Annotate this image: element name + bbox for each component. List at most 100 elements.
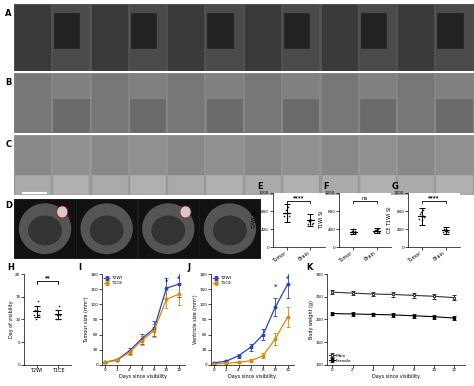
Bar	[436, 5, 472, 71]
Y-axis label: Day of visibility: Day of visibility	[9, 301, 14, 338]
Bar	[359, 5, 395, 71]
Ellipse shape	[180, 206, 191, 218]
Ellipse shape	[90, 215, 124, 245]
Bar	[245, 74, 280, 132]
Bar	[129, 5, 165, 71]
Bar	[53, 136, 88, 174]
Text: ns: ns	[362, 196, 368, 201]
Legend: T2WI, T1CE: T2WI, T1CE	[213, 276, 231, 285]
Y-axis label: CE T1WI SI: CE T1WI SI	[387, 207, 392, 233]
Bar	[322, 74, 357, 132]
Text: J: J	[188, 263, 191, 273]
Text: F: F	[323, 182, 329, 191]
Text: ****: ****	[293, 196, 304, 201]
Bar	[53, 74, 88, 132]
Bar	[283, 74, 318, 132]
X-axis label: Days since visibility: Days since visibility	[119, 374, 167, 379]
Bar	[206, 174, 242, 194]
Y-axis label: Ventricle size (mm³): Ventricle size (mm³)	[193, 295, 198, 344]
Text: **: **	[45, 275, 50, 280]
Bar	[283, 99, 319, 132]
Text: G: G	[392, 182, 399, 191]
Ellipse shape	[151, 215, 185, 245]
Bar	[168, 136, 203, 174]
Text: ****: ****	[428, 196, 439, 201]
Ellipse shape	[142, 203, 194, 254]
Bar	[92, 174, 127, 194]
Bar	[206, 74, 242, 132]
X-axis label: Days since visibility: Days since visibility	[228, 374, 276, 379]
X-axis label: Days since visibility: Days since visibility	[372, 374, 420, 379]
Bar	[437, 13, 463, 48]
Bar	[436, 174, 472, 194]
Legend: T2WI, T1CE: T2WI, T1CE	[104, 276, 122, 285]
Bar	[54, 13, 79, 48]
Bar	[53, 174, 88, 194]
Bar	[359, 136, 395, 174]
Legend: Male, Female: Male, Female	[329, 354, 352, 362]
Text: *: *	[165, 279, 168, 285]
Bar	[283, 174, 318, 194]
Bar	[437, 99, 472, 132]
Bar	[359, 174, 395, 194]
Bar	[398, 174, 433, 194]
Bar	[129, 174, 165, 194]
Y-axis label: T2WI SI: T2WI SI	[252, 211, 257, 229]
Bar	[168, 74, 203, 132]
Text: *: *	[274, 284, 277, 290]
Y-axis label: Tumour size (mm³): Tumour size (mm³)	[84, 296, 89, 343]
Text: C: C	[6, 140, 12, 149]
Bar	[207, 13, 233, 48]
Text: E: E	[257, 182, 263, 191]
Text: H: H	[7, 263, 14, 273]
Bar	[322, 174, 357, 194]
Bar	[359, 74, 395, 132]
Ellipse shape	[204, 203, 256, 254]
Bar	[206, 5, 242, 71]
Ellipse shape	[19, 203, 71, 254]
Bar	[168, 174, 203, 194]
Text: K: K	[306, 263, 313, 273]
Bar	[139, 200, 198, 257]
Bar	[207, 99, 242, 132]
Bar	[130, 99, 165, 132]
Bar	[15, 5, 50, 71]
Bar	[436, 74, 472, 132]
Text: D: D	[5, 201, 12, 210]
Bar	[245, 174, 280, 194]
Bar	[245, 136, 280, 174]
Bar	[398, 74, 433, 132]
Bar	[129, 74, 165, 132]
Bar	[436, 136, 472, 174]
Bar	[92, 74, 127, 132]
Bar	[53, 99, 89, 132]
Bar	[168, 5, 203, 71]
Text: B: B	[6, 78, 12, 87]
Bar	[15, 74, 50, 132]
Bar	[322, 136, 357, 174]
Y-axis label: Body weight (g): Body weight (g)	[310, 300, 314, 339]
Bar	[245, 5, 280, 71]
Bar	[201, 200, 259, 257]
Ellipse shape	[81, 203, 133, 254]
Bar	[206, 136, 242, 174]
Text: *: *	[177, 276, 181, 282]
Bar	[284, 13, 309, 48]
Bar	[398, 136, 433, 174]
Bar	[131, 13, 156, 48]
Bar	[16, 200, 74, 257]
Text: *: *	[286, 276, 290, 282]
Bar	[360, 99, 395, 132]
Bar	[53, 5, 88, 71]
Bar	[92, 136, 127, 174]
Bar	[15, 136, 50, 174]
Bar	[129, 136, 165, 174]
Bar	[15, 174, 50, 194]
Bar	[361, 13, 386, 48]
Ellipse shape	[28, 215, 62, 245]
Bar	[322, 5, 357, 71]
Bar	[77, 200, 136, 257]
Bar	[283, 136, 318, 174]
Ellipse shape	[213, 215, 247, 245]
Y-axis label: T1WI SI: T1WI SI	[319, 211, 324, 229]
